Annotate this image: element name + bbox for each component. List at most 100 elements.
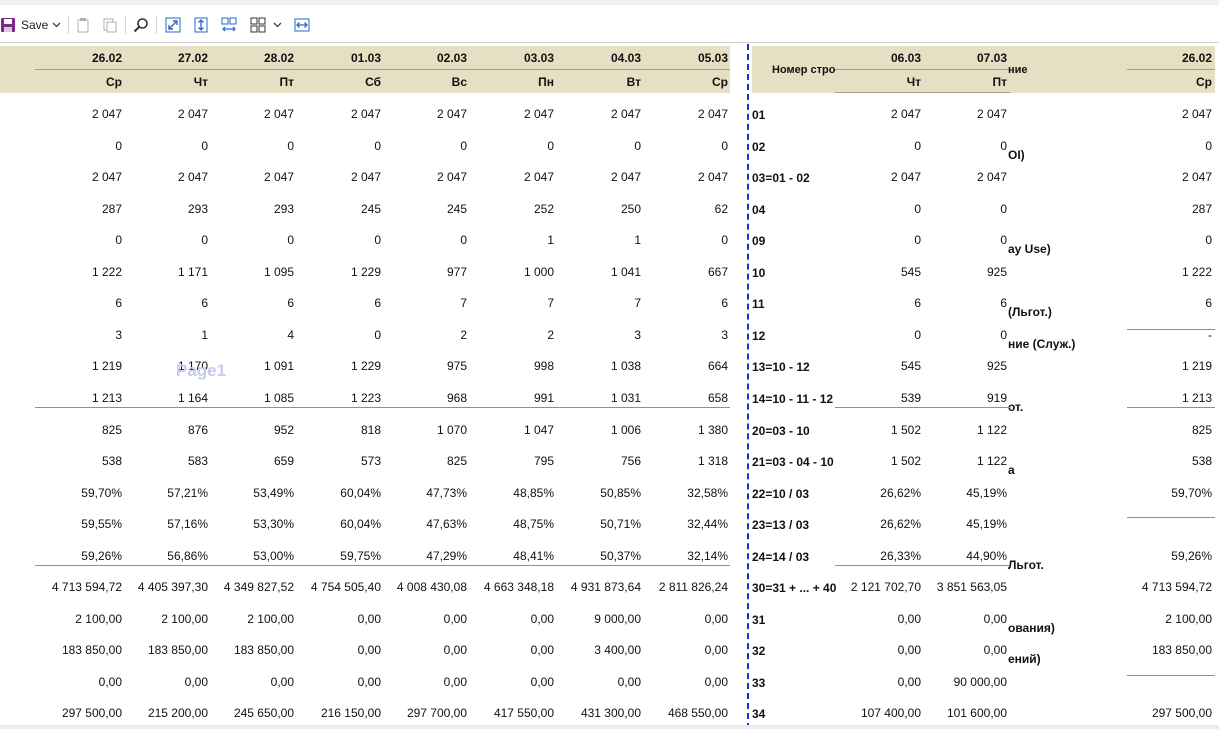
fit-width-button[interactable] — [292, 15, 312, 35]
table-cell: 538 — [101, 454, 122, 468]
copy-button[interactable] — [74, 15, 92, 35]
row-code: 32 — [752, 644, 766, 658]
row-code: 14=10 - 11 - 12 — [752, 392, 834, 406]
table-cell: 45,19% — [966, 517, 1007, 531]
table-cell: 2 047 — [976, 170, 1007, 184]
column-date: 26.02 — [91, 51, 122, 65]
table-cell: 2 047 — [350, 107, 381, 121]
table-cell: 47,73% — [426, 486, 467, 500]
table-cell: 183 850,00 — [1151, 643, 1212, 657]
table-cell: 0 — [201, 233, 208, 247]
table-cell: 756 — [620, 454, 641, 468]
bottom-scroll-area[interactable] — [0, 725, 1219, 729]
table-cell: 53,49% — [253, 486, 294, 500]
layout-dropdown[interactable] — [271, 15, 283, 35]
table-cell: 0 — [460, 233, 467, 247]
table-cell: 6 — [1205, 296, 1212, 310]
table-cell: 1 171 — [177, 265, 208, 279]
table-cell: 0,00 — [704, 643, 728, 657]
table-cell: 245 — [360, 202, 381, 216]
paste-icon — [102, 17, 118, 33]
table-cell: 2 047 — [976, 107, 1007, 121]
row-code: 21=03 - 04 - 10 — [752, 455, 834, 469]
row-separator — [1127, 329, 1215, 330]
column-date: 02.03 — [436, 51, 467, 65]
table-cell: 795 — [533, 454, 554, 468]
table-cell: 26,62% — [880, 486, 921, 500]
row-code: 31 — [752, 613, 766, 627]
table-cell: 1 502 — [890, 423, 921, 437]
save-options-dropdown[interactable] — [50, 15, 62, 35]
table-cell: 57,16% — [167, 517, 208, 531]
chevron-down-icon — [273, 22, 282, 28]
table-cell: 667 — [707, 265, 728, 279]
table-cell: 1 380 — [697, 423, 728, 437]
table-cell: 60,04% — [340, 517, 381, 531]
table-cell: - — [1208, 328, 1212, 342]
table-cell: 26,33% — [880, 549, 921, 563]
table-cell: 876 — [187, 423, 208, 437]
row-code: 22=10 / 03 — [752, 487, 810, 501]
column-date: 07.03 — [976, 51, 1007, 65]
row-separator — [1127, 517, 1215, 518]
table-cell: 0,00 — [704, 675, 728, 689]
table-cell: 0 — [721, 233, 728, 247]
header-separator — [835, 69, 1010, 70]
save-button[interactable]: Save — [0, 15, 48, 35]
fit-page-button[interactable] — [163, 15, 183, 35]
row-separator — [35, 407, 730, 408]
fit-height-button[interactable] — [191, 15, 211, 35]
table-cell: 2 100,00 — [75, 612, 122, 626]
table-cell: 998 — [533, 359, 554, 373]
row-name-fragment: ования) — [1008, 621, 1055, 635]
table-cell: 45,19% — [966, 486, 1007, 500]
table-cell: 6 — [115, 296, 122, 310]
row-name-fragment: OI) — [1008, 148, 1025, 162]
layout-button[interactable] — [248, 15, 268, 35]
row-code: 30=31 + ... + 40 — [752, 581, 837, 595]
table-cell: 0,00 — [443, 675, 467, 689]
column-weekday: Пт — [279, 75, 294, 89]
column-weekday: Пн — [538, 75, 554, 89]
row-separator — [835, 407, 1010, 408]
table-cell: 1 170 — [177, 359, 208, 373]
column-weekday: Пт — [992, 75, 1007, 89]
find-button[interactable] — [131, 15, 151, 35]
row-code: 01 — [752, 108, 766, 122]
table-cell: 59,70% — [81, 486, 122, 500]
table-cell: 0,00 — [98, 675, 122, 689]
table-cell: 2 047 — [91, 107, 122, 121]
table-cell: 250 — [620, 202, 641, 216]
expand-columns-button[interactable] — [219, 15, 239, 35]
table-cell: 1 006 — [610, 423, 641, 437]
column-weekday: Чт — [906, 75, 921, 89]
table-cell: 1 229 — [350, 265, 381, 279]
table-cell: 59,55% — [81, 517, 122, 531]
row-code: 34 — [752, 707, 766, 721]
table-cell: 1 095 — [263, 265, 294, 279]
table-cell: 2 047 — [697, 107, 728, 121]
table-cell: 0,00 — [530, 612, 554, 626]
table-cell: 1 031 — [610, 391, 641, 405]
table-cell: 2 047 — [523, 107, 554, 121]
table-cell: 0,00 — [184, 675, 208, 689]
table-cell: 0 — [374, 233, 381, 247]
table-cell: 573 — [360, 454, 381, 468]
table-cell: 3 — [115, 328, 122, 342]
table-cell: 0,00 — [897, 643, 921, 657]
table-cell: 245 650,00 — [233, 706, 294, 720]
table-cell: 44,90% — [966, 549, 1007, 563]
column-weekday: Вс — [451, 75, 467, 89]
paste-button[interactable] — [101, 15, 119, 35]
table-cell: 1 213 — [91, 391, 122, 405]
table-cell: 0,00 — [270, 675, 294, 689]
table-cell: 1 223 — [350, 391, 381, 405]
table-cell: 2 047 — [436, 170, 467, 184]
table-cell: 975 — [446, 359, 467, 373]
row-code: 13=10 - 12 — [752, 360, 810, 374]
table-cell: 183 850,00 — [147, 643, 208, 657]
row-name-fragment: ay Use) — [1008, 242, 1051, 256]
table-cell: 2 047 — [263, 170, 294, 184]
table-cell: 0 — [287, 233, 294, 247]
table-cell: 32,14% — [687, 549, 728, 563]
